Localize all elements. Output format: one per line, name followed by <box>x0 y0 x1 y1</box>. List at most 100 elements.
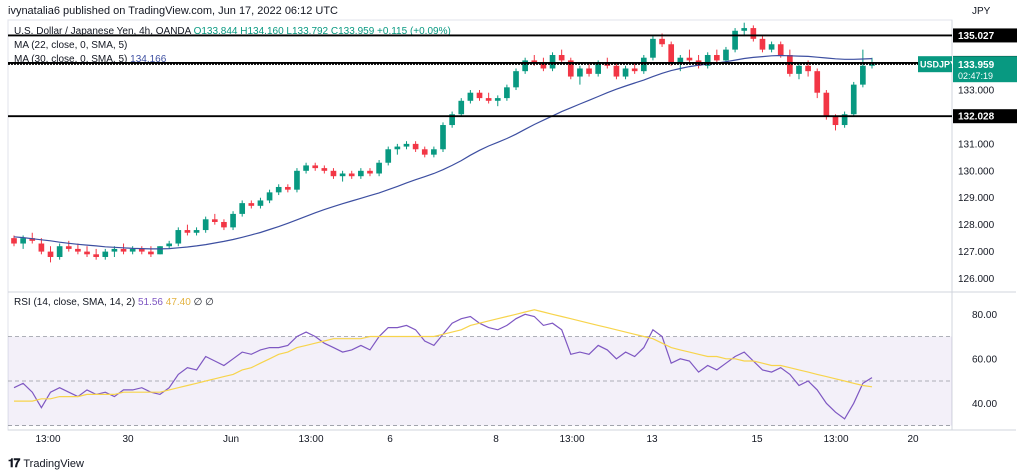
candle-body <box>193 230 200 233</box>
rsi-tick-label: 60.00 <box>972 354 997 365</box>
candle <box>704 52 711 69</box>
candle-body <box>175 230 182 244</box>
candle <box>385 146 392 166</box>
footer: 𝟏𝟕 TradingView <box>8 456 84 471</box>
candle-body <box>567 60 574 77</box>
candle-body <box>65 246 72 249</box>
candle-body <box>595 63 601 74</box>
time-tick-label: 13:00 <box>298 434 323 445</box>
candle <box>93 248 99 260</box>
rsi-label: RSI (14, close, SMA, 14, 2) <box>14 297 136 308</box>
candle-body <box>248 203 255 206</box>
candle <box>750 25 757 42</box>
candle-body <box>239 203 246 214</box>
candle-body <box>714 55 720 61</box>
candle <box>686 49 693 64</box>
candle <box>814 68 821 99</box>
price-tick-label: 129.000 <box>958 193 995 204</box>
candle-body <box>631 68 638 72</box>
candle <box>148 246 154 257</box>
candle <box>239 200 246 217</box>
candle <box>202 216 209 233</box>
candle <box>668 41 675 66</box>
candle-body <box>494 98 501 101</box>
candle-body <box>640 57 647 72</box>
candle <box>303 162 309 174</box>
candle <box>504 84 510 101</box>
candle <box>56 243 63 260</box>
candle-body <box>11 238 17 244</box>
candle-body <box>686 57 693 61</box>
candle-body <box>376 162 382 174</box>
candle <box>759 36 766 53</box>
candle-body <box>275 186 282 193</box>
candle-body <box>677 57 684 64</box>
level-label: 135.027 <box>958 31 995 42</box>
candle-body <box>449 114 455 126</box>
candle <box>860 49 866 88</box>
candle <box>275 184 282 196</box>
candle-body <box>202 219 209 231</box>
candle <box>650 36 656 61</box>
candle-body <box>348 173 355 177</box>
candle <box>485 92 492 104</box>
time-tick-label: 13:00 <box>559 434 584 445</box>
candle-body <box>367 170 373 174</box>
level-label-bg <box>953 109 1017 124</box>
time-tick-label: 15 <box>751 434 763 445</box>
candle-body <box>860 65 866 85</box>
candle <box>111 246 118 257</box>
candle <box>184 224 191 236</box>
candle <box>38 238 45 255</box>
candle <box>47 246 54 263</box>
candle-body <box>285 186 291 190</box>
candle-body <box>841 114 848 126</box>
candle <box>339 170 346 182</box>
rsi-value: 51.56 <box>137 297 163 308</box>
candle <box>157 246 163 255</box>
candle <box>65 240 72 252</box>
candle <box>330 168 337 179</box>
ohlc-values: O133.844 H134.160 L133.792 C133.959 +0.1… <box>193 26 451 37</box>
candle <box>549 52 556 72</box>
candle <box>312 162 319 171</box>
last-price-label: 133.959 <box>958 60 995 71</box>
candle-body <box>330 170 337 177</box>
candle-body <box>531 60 538 64</box>
candle-body <box>148 251 154 255</box>
candle-body <box>440 125 446 150</box>
candle-body <box>540 63 547 69</box>
candle-body <box>814 71 821 93</box>
candle-body <box>184 230 191 233</box>
candle <box>257 197 264 209</box>
candle-body <box>385 149 392 163</box>
time-tick-label: 8 <box>493 434 499 445</box>
candle-body <box>668 44 675 64</box>
candle-body <box>412 143 419 150</box>
candle-body <box>230 213 236 228</box>
candle-body <box>294 170 300 190</box>
candle <box>714 49 720 64</box>
candle <box>458 98 465 117</box>
moving-average-line <box>13 54 873 250</box>
footer-brand: TradingView <box>23 457 84 470</box>
time-tick-label: 13 <box>646 434 658 445</box>
candle <box>321 165 328 174</box>
candle <box>102 248 109 260</box>
candle <box>467 90 474 104</box>
candle <box>622 65 629 80</box>
candle <box>768 41 775 53</box>
candle-body <box>796 65 802 74</box>
symbol-tag-bg <box>918 56 952 73</box>
candle-body <box>75 248 81 252</box>
candle-body <box>723 49 729 61</box>
candle <box>294 168 300 193</box>
candle-body <box>732 30 738 50</box>
candle-body <box>522 60 528 72</box>
candle-body <box>549 55 556 69</box>
candle-body <box>604 63 611 66</box>
candle-body <box>777 44 784 56</box>
candle <box>412 141 419 152</box>
time-tick-label: 13:00 <box>35 434 60 445</box>
